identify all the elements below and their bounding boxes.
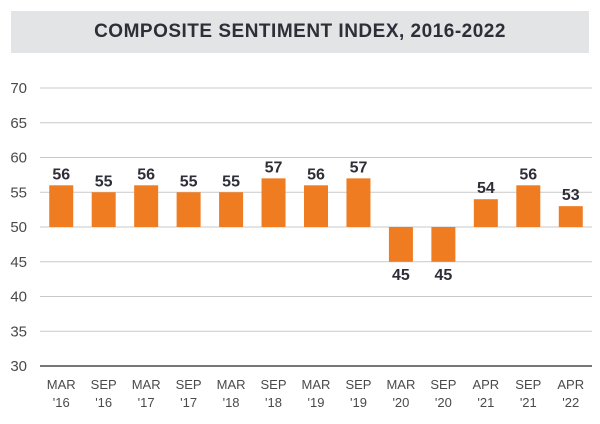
y-tick-label: 40: [10, 289, 27, 306]
data-label-9: 45: [434, 267, 452, 284]
bar-1: [91, 192, 116, 227]
data-label-11: 56: [519, 166, 537, 183]
y-tick-label: 65: [10, 115, 27, 132]
bar-5: [261, 178, 286, 227]
y-tick-label: 55: [10, 184, 27, 201]
x-tick-month: SEP: [91, 377, 117, 392]
bars: [49, 178, 583, 262]
x-tick-year: '21: [477, 395, 494, 410]
x-tick-year: '17: [138, 395, 155, 410]
data-label-7: 57: [350, 159, 368, 176]
y-tick-label: 60: [10, 150, 27, 167]
x-tick-month: MAR: [386, 377, 415, 392]
data-label-1: 55: [95, 173, 113, 190]
x-tick-month: MAR: [47, 377, 76, 392]
x-axis: MAR '16 SEP '16 MAR '17 SEP '17 MAR '18 SEP '18 MAR '…: [47, 377, 584, 410]
bar-12: [558, 206, 583, 227]
x-tick-month: SEP: [176, 377, 202, 392]
x-tick-month: MAR: [132, 377, 161, 392]
bar-9: [431, 227, 456, 262]
data-label-4: 55: [222, 173, 240, 190]
x-tick-month: APR: [472, 377, 499, 392]
x-tick-month: MAR: [302, 377, 331, 392]
data-label-8: 45: [392, 267, 410, 284]
x-tick-month: SEP: [515, 377, 541, 392]
data-label-0: 56: [52, 166, 70, 183]
x-tick-month: APR: [557, 377, 584, 392]
x-tick-year: '18: [223, 395, 240, 410]
x-tick-month: SEP: [345, 377, 371, 392]
data-labels: 56 55 56 55 55 57 56 57 45 45 54 56 53: [52, 159, 579, 283]
y-tick-label: 50: [10, 219, 27, 236]
x-tick-year: '16: [53, 395, 70, 410]
x-tick-year: '19: [308, 395, 325, 410]
bar-2: [134, 185, 159, 227]
data-label-10: 54: [477, 180, 495, 197]
data-label-2: 56: [137, 166, 155, 183]
bar-11: [516, 185, 541, 227]
bar-10: [473, 199, 498, 227]
y-tick-label: 70: [10, 80, 27, 97]
x-tick-year: '20: [392, 395, 409, 410]
x-tick-year: '19: [350, 395, 367, 410]
x-tick-month: MAR: [217, 377, 246, 392]
data-label-3: 55: [180, 173, 198, 190]
y-axis: 30 35 40 45 50 55 60 65 70: [10, 80, 27, 375]
chart-title-bar: COMPOSITE SENTIMENT INDEX, 2016-2022: [11, 11, 589, 53]
bar-0: [49, 185, 74, 227]
x-tick-year: '16: [95, 395, 112, 410]
bar-4: [219, 192, 244, 227]
bar-6: [304, 185, 328, 227]
data-label-5: 57: [265, 159, 283, 176]
bar-7: [346, 178, 371, 227]
x-tick-month: SEP: [261, 377, 287, 392]
bar-3: [176, 192, 201, 227]
chart-title: COMPOSITE SENTIMENT INDEX, 2016-2022: [94, 21, 506, 42]
data-label-6: 56: [307, 166, 325, 183]
x-tick-year: '17: [180, 395, 197, 410]
data-label-12: 53: [562, 187, 580, 204]
y-tick-label: 35: [10, 323, 27, 340]
x-tick-year: '21: [520, 395, 537, 410]
x-tick-year: '22: [562, 395, 579, 410]
bar-8: [388, 227, 413, 262]
y-tick-label: 45: [10, 254, 27, 271]
y-tick-label: 30: [10, 358, 27, 375]
x-tick-year: '20: [435, 395, 452, 410]
x-tick-month: SEP: [430, 377, 456, 392]
x-tick-year: '18: [265, 395, 282, 410]
